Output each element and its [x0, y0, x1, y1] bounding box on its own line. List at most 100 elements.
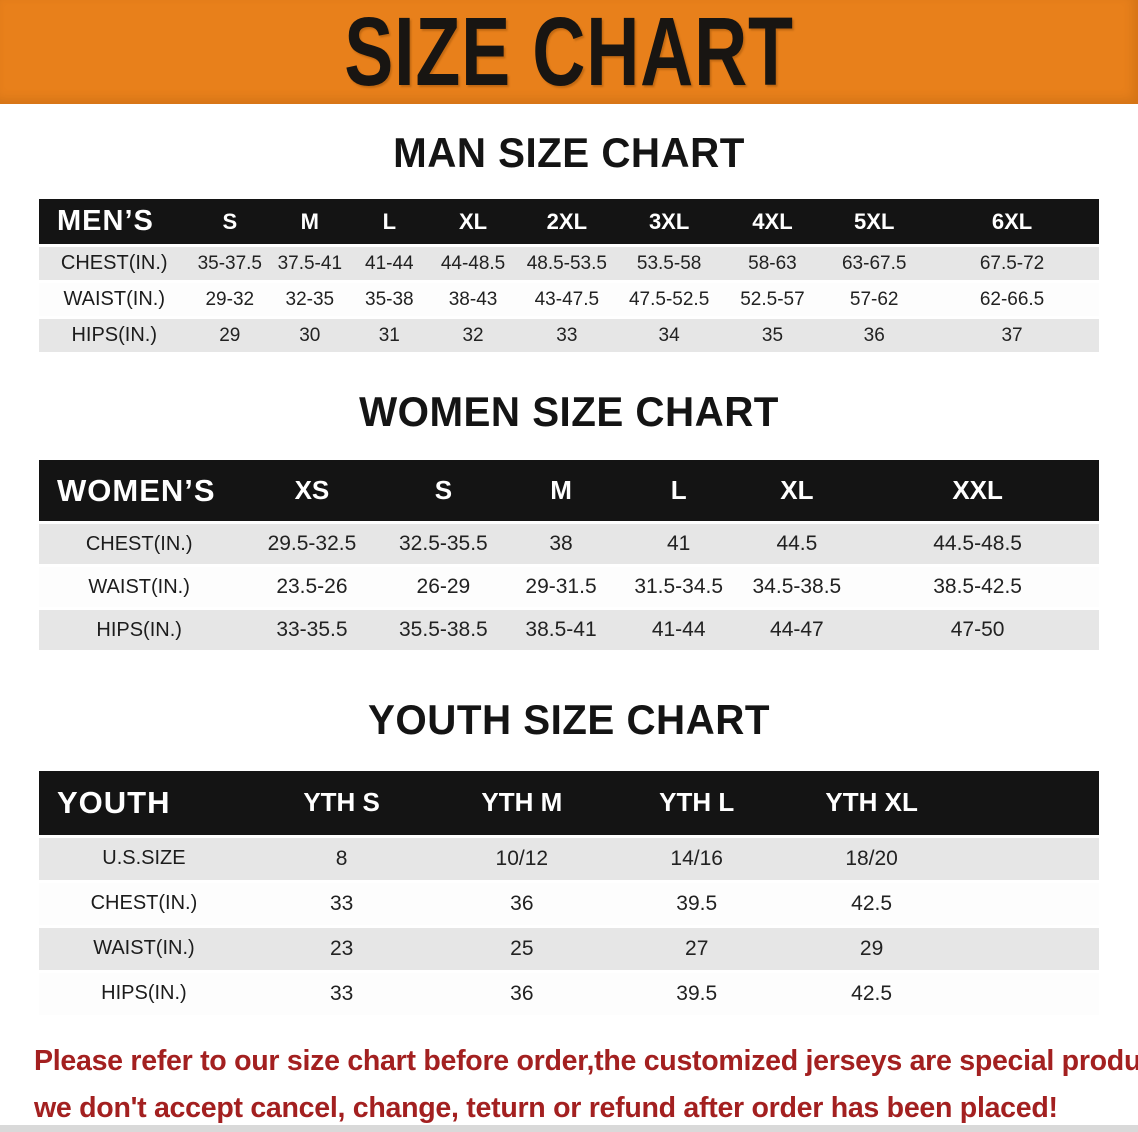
women-size-col-xs: XS	[239, 460, 385, 522]
men-waist-row: WAIST(IN.) 29-32 32-35 35-38 38-43 43-47…	[39, 283, 1099, 317]
women-size-col-xl: XL	[737, 460, 857, 522]
row-label: U.S.SIZE	[39, 837, 249, 880]
men-header-row: MEN’S S M L XL 2XL 3XL 4XL 5XL 6XL	[39, 199, 1099, 245]
women-waist-row: WAIST(IN.) 23.5-26 26-29 29-31.5 31.5-34…	[39, 567, 1099, 608]
men-chest-row: CHEST(IN.) 35-37.5 37.5-41 41-44 44-48.5…	[39, 247, 1099, 281]
youth-hips-row: HIPS(IN.) 33 36 39.5 42.5	[39, 972, 1099, 1015]
size-value-cell: 33	[248, 882, 435, 925]
size-value-cell: 33	[517, 319, 617, 353]
size-value-cell: 35-38	[349, 283, 430, 317]
size-value-cell: 36	[823, 319, 926, 353]
size-value-cell: 36	[434, 972, 610, 1015]
spacer-cell	[959, 972, 1099, 1015]
size-value-cell: 23	[248, 927, 435, 970]
row-label: CHEST(IN.)	[39, 882, 249, 925]
youth-size-col-xl: YTH XL	[784, 770, 960, 835]
youth-waist-row: WAIST(IN.) 23 25 27 29	[39, 927, 1099, 970]
size-value-cell: 38.5-41	[502, 610, 620, 651]
women-hips-row: HIPS(IN.) 33-35.5 35.5-38.5 38.5-41 41-4…	[39, 610, 1099, 651]
spacer-cell	[959, 770, 1099, 835]
women-section-heading: WOMEN SIZE CHART	[359, 388, 779, 436]
size-value-cell: 29-31.5	[502, 567, 620, 608]
size-value-cell: 36	[434, 882, 610, 925]
youth-size-col-s: YTH S	[248, 770, 435, 835]
row-label: CHEST(IN.)	[39, 524, 240, 565]
women-chest-row: CHEST(IN.) 29.5-32.5 32.5-35.5 38 41 44.…	[39, 524, 1099, 565]
size-value-cell: 44.5	[737, 524, 857, 565]
size-value-cell: 32-35	[270, 283, 350, 317]
men-size-col-3xl: 3XL	[616, 199, 722, 245]
size-value-cell: 29	[784, 927, 960, 970]
women-size-col-m: M	[502, 460, 620, 522]
men-table-title: MEN’S	[39, 199, 190, 245]
size-value-cell: 31	[349, 319, 430, 353]
bottom-edge-strip	[0, 1125, 1138, 1132]
men-size-col-l: L	[349, 199, 430, 245]
size-value-cell: 47-50	[856, 610, 1099, 651]
size-value-cell: 37	[925, 319, 1099, 353]
men-size-col-m: M	[270, 199, 350, 245]
row-label: HIPS(IN.)	[39, 319, 190, 353]
men-size-col-2xl: 2XL	[517, 199, 617, 245]
size-value-cell: 10/12	[434, 837, 610, 880]
size-value-cell: 31.5-34.5	[619, 567, 738, 608]
size-value-cell: 34	[616, 319, 722, 353]
row-label: HIPS(IN.)	[39, 610, 240, 651]
women-size-col-xxl: XXL	[856, 460, 1099, 522]
men-section-heading: MAN SIZE CHART	[393, 129, 745, 176]
size-chart-banner: SIZE CHART	[0, 0, 1138, 104]
spacer-cell	[959, 882, 1099, 925]
size-value-cell: 29.5-32.5	[239, 524, 385, 565]
row-label: WAIST(IN.)	[39, 567, 240, 608]
youth-table-title: YOUTH	[39, 770, 249, 835]
men-size-col-4xl: 4XL	[721, 199, 824, 245]
size-value-cell: 35.5-38.5	[384, 610, 503, 651]
size-value-cell: 37.5-41	[270, 247, 350, 281]
disclaimer-line-1: Please refer to our size chart before or…	[34, 1044, 1138, 1077]
row-label: WAIST(IN.)	[39, 927, 249, 970]
men-size-col-xl: XL	[429, 199, 518, 245]
women-header-row: WOMEN’S XS S M L XL XXL	[39, 460, 1099, 522]
size-value-cell: 58-63	[721, 247, 824, 281]
youth-chest-row: CHEST(IN.) 33 36 39.5 42.5	[39, 882, 1099, 925]
size-value-cell: 52.5-57	[721, 283, 824, 317]
size-value-cell: 25	[434, 927, 610, 970]
size-value-cell: 41-44	[619, 610, 738, 651]
size-value-cell: 57-62	[823, 283, 926, 317]
row-label: HIPS(IN.)	[39, 972, 249, 1015]
size-value-cell: 39.5	[609, 972, 785, 1015]
size-value-cell: 38.5-42.5	[856, 567, 1099, 608]
size-value-cell: 34.5-38.5	[737, 567, 857, 608]
youth-header-row: YOUTH YTH S YTH M YTH L YTH XL	[39, 770, 1099, 835]
size-value-cell: 38	[502, 524, 620, 565]
size-value-cell: 26-29	[384, 567, 503, 608]
size-value-cell: 48.5-53.5	[517, 247, 617, 281]
size-value-cell: 42.5	[784, 972, 960, 1015]
size-value-cell: 44.5-48.5	[856, 524, 1099, 565]
size-value-cell: 8	[248, 837, 435, 880]
size-value-cell: 39.5	[609, 882, 785, 925]
size-value-cell: 42.5	[784, 882, 960, 925]
men-size-col-5xl: 5XL	[823, 199, 926, 245]
men-size-table: MEN’S S M L XL 2XL 3XL 4XL 5XL 6XL CHEST…	[39, 196, 1099, 355]
women-size-table: WOMEN’S XS S M L XL XXL CHEST(IN.) 29.5-…	[39, 457, 1099, 653]
size-value-cell: 38-43	[429, 283, 518, 317]
disclaimer-line-2: we don't accept cancel, change, teturn o…	[34, 1091, 1058, 1124]
banner-title: SIZE CHART	[344, 0, 794, 107]
size-value-cell: 32.5-35.5	[384, 524, 503, 565]
men-size-col-s: S	[189, 199, 271, 245]
spacer-cell	[959, 837, 1099, 880]
row-label: WAIST(IN.)	[39, 283, 190, 317]
size-value-cell: 62-66.5	[925, 283, 1099, 317]
size-value-cell: 14/16	[609, 837, 785, 880]
men-hips-row: HIPS(IN.) 29 30 31 32 33 34 35 36 37	[39, 319, 1099, 353]
size-value-cell: 47.5-52.5	[616, 283, 722, 317]
size-value-cell: 41	[619, 524, 738, 565]
size-value-cell: 33	[248, 972, 435, 1015]
size-value-cell: 44-48.5	[429, 247, 518, 281]
youth-size-col-l: YTH L	[609, 770, 785, 835]
row-label: CHEST(IN.)	[39, 247, 190, 281]
size-value-cell: 63-67.5	[823, 247, 926, 281]
youth-ussize-row: U.S.SIZE 8 10/12 14/16 18/20	[39, 837, 1099, 880]
youth-size-table: YOUTH YTH S YTH M YTH L YTH XL U.S.SIZE …	[39, 768, 1099, 1018]
